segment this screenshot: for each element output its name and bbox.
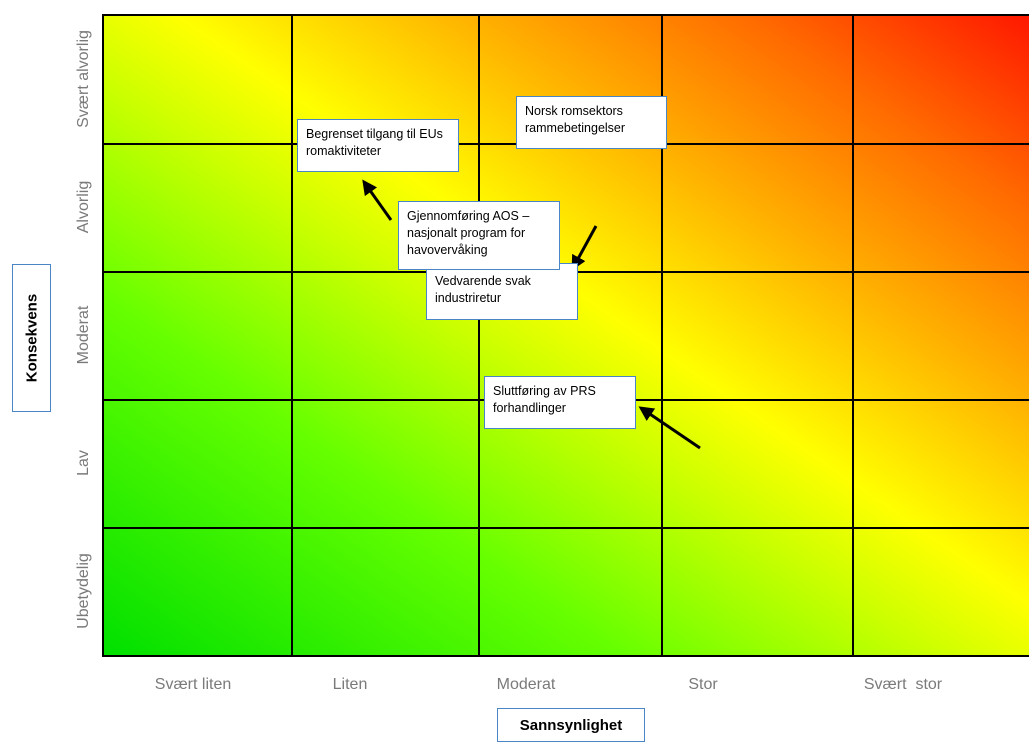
x-level-moderat: Moderat	[496, 676, 556, 693]
x-level-liten: Liten	[332, 676, 368, 693]
risk-box-norsk: Norsk romsektors rammebetingelser	[516, 96, 667, 149]
grid-line-v1	[291, 16, 293, 655]
risk-label-prs: Sluttføring av PRS forhandlinger	[493, 384, 596, 415]
risk-label-aos: Gjennomføring AOS – nasjonalt program fo…	[407, 209, 530, 257]
arrow-begrenset	[362, 179, 393, 221]
risk-box-aos: Gjennomføring AOS – nasjonalt program fo…	[398, 201, 560, 270]
risk-label-industri: Vedvarende svak industriretur	[435, 274, 531, 305]
x-level-svaert-liten: Svært liten	[154, 676, 232, 693]
x-level-svaert-stor: Svært stor	[863, 676, 943, 693]
y-axis-title-box: Konsekvens	[12, 264, 51, 412]
arrow-industri	[571, 225, 598, 271]
grid-line-h4	[104, 527, 1029, 529]
grid-line-v2	[478, 16, 480, 655]
risk-box-prs: Sluttføring av PRS forhandlinger	[484, 376, 636, 429]
arrow-prs	[638, 406, 701, 450]
risk-box-begrenset: Begrenset tilgang til EUs romaktiviteter	[297, 119, 459, 172]
grid-line-v4	[852, 16, 854, 655]
x-axis-title: Sannsynlighet	[519, 716, 623, 734]
risk-label-begrenset: Begrenset tilgang til EUs romaktiviteter	[306, 127, 443, 158]
risk-label-norsk: Norsk romsektors rammebetingelser	[525, 104, 626, 135]
x-axis-title-box: Sannsynlighet	[497, 708, 645, 742]
x-level-stor: Stor	[688, 676, 718, 693]
risk-box-industri: Vedvarende svak industriretur	[426, 263, 578, 320]
grid-line-v3	[661, 16, 663, 655]
